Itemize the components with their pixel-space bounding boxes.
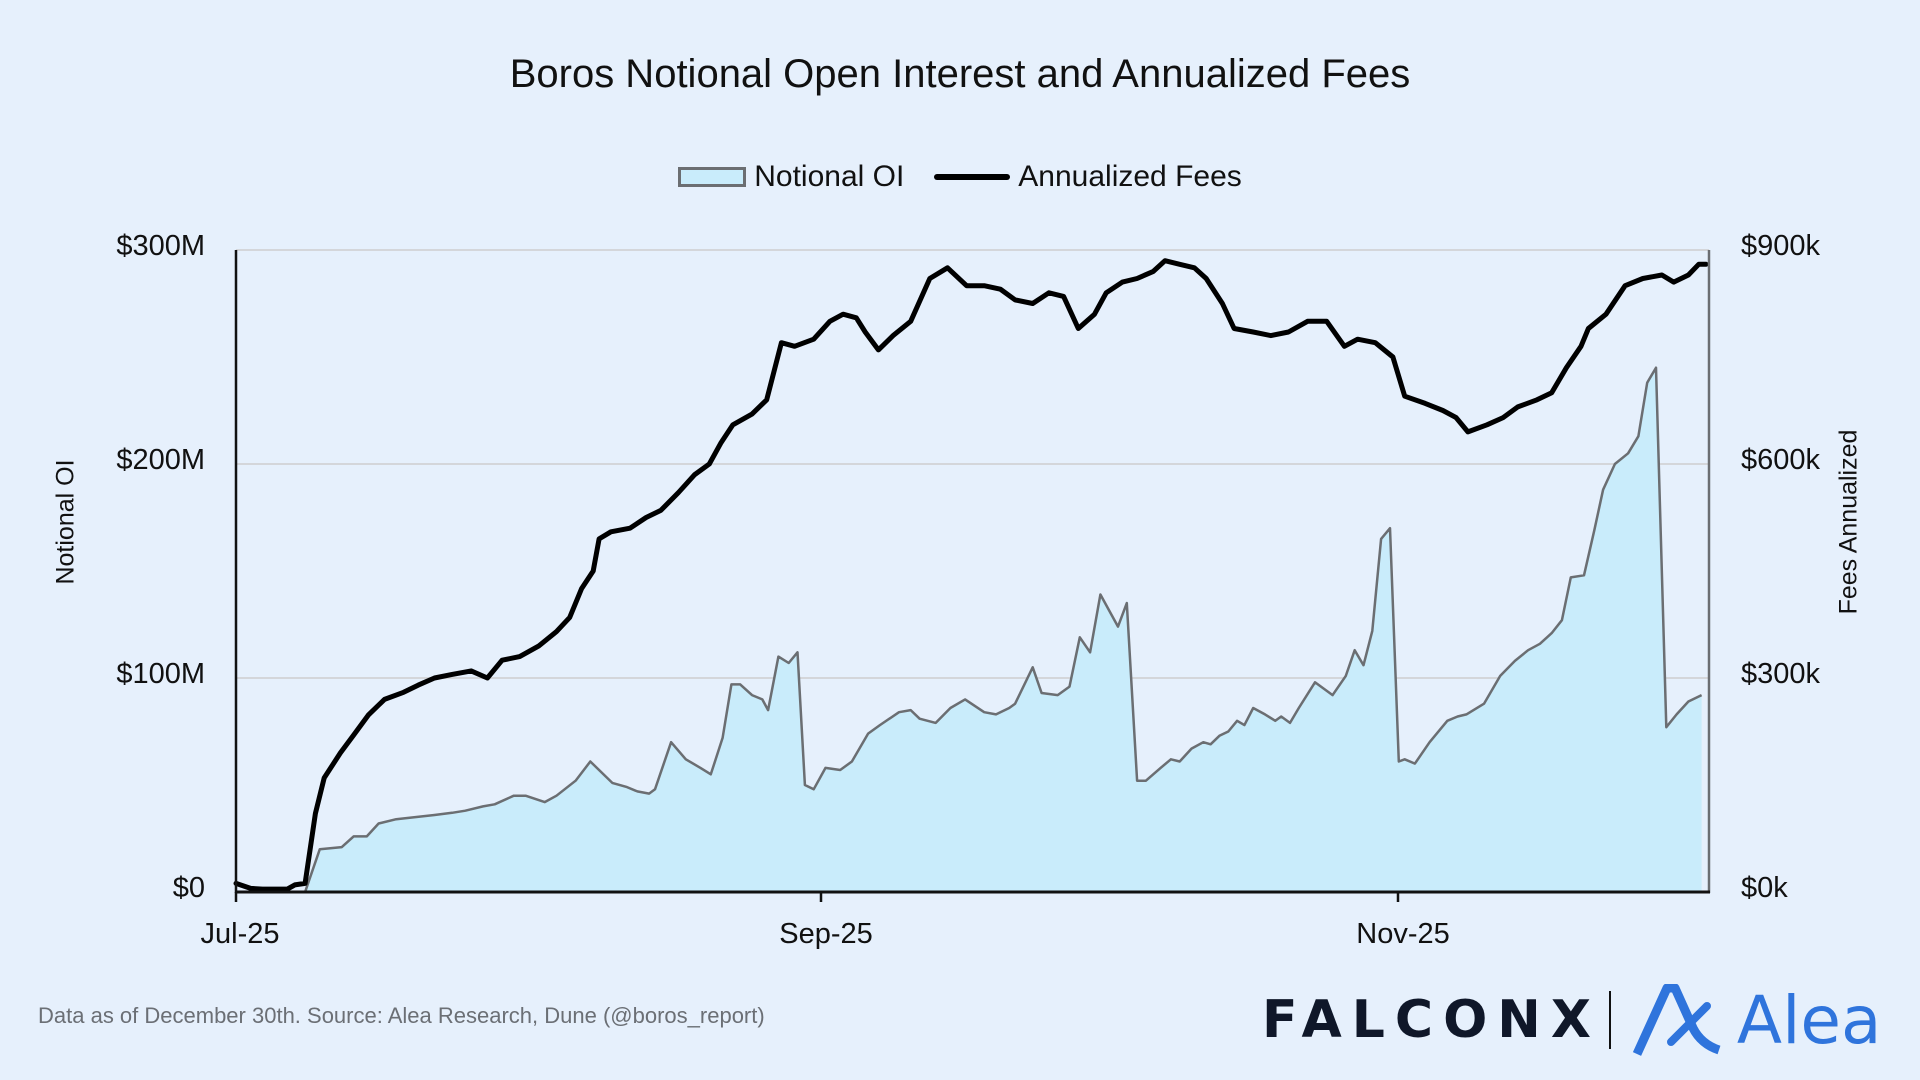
notional-oi-area xyxy=(236,367,1702,892)
falconx-logo: FALCONX xyxy=(1262,990,1601,1050)
alea-mark-icon xyxy=(1632,984,1721,1056)
x-label-jul-25: Jul-25 xyxy=(200,918,280,950)
left-tick-100m: $100M xyxy=(116,658,205,690)
x-label-sep-25: Sep-25 xyxy=(779,918,873,950)
alea-wordmark: Alea xyxy=(1736,981,1882,1059)
logos: FALCONX Alea xyxy=(1262,982,1881,1059)
chart-legend: Notional OI Annualized Fees xyxy=(0,160,1920,194)
legend-item-annualized-fees: Annualized Fees xyxy=(934,160,1242,194)
left-tick-300m: $300M xyxy=(116,230,205,262)
notional-oi-line xyxy=(236,366,1703,894)
left-tick-0: $0 xyxy=(172,872,205,904)
annualized-fees-line xyxy=(233,258,1709,892)
right-tick-600k: $600k xyxy=(1741,444,1821,476)
right-axis-title: Fees Annualized xyxy=(1834,429,1863,615)
source-footnote: Data as of December 30th. Source: Alea R… xyxy=(38,1003,765,1028)
legend-label-annualized-fees: Annualized Fees xyxy=(1018,160,1242,193)
legend-label-notional-oi: Notional OI xyxy=(754,160,905,193)
logo-divider xyxy=(1608,991,1611,1049)
left-axis-title: Notional OI xyxy=(51,459,80,585)
area-swatch-icon xyxy=(678,167,747,187)
right-tick-0k: $0k xyxy=(1741,872,1788,904)
gridlines xyxy=(236,249,1709,679)
left-tick-200m: $200M xyxy=(116,444,205,476)
chart-title: Boros Notional Open Interest and Annuali… xyxy=(509,52,1411,96)
line-swatch-icon xyxy=(934,174,1011,180)
right-tick-300k: $300k xyxy=(1741,658,1821,690)
alea-logo: Alea xyxy=(1631,981,1882,1059)
x-label-nov-25: Nov-25 xyxy=(1356,918,1450,950)
legend-item-notional-oi: Notional OI xyxy=(678,160,904,194)
right-tick-900k: $900k xyxy=(1741,230,1821,262)
